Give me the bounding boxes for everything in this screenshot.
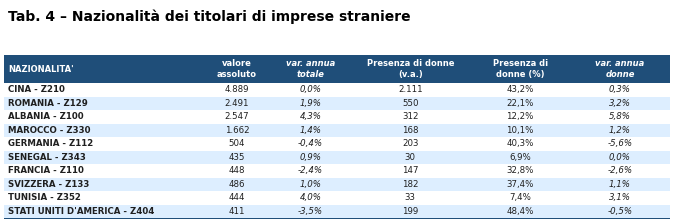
Text: -2,4%: -2,4% (298, 166, 323, 175)
Text: 2.547: 2.547 (225, 112, 249, 121)
Text: 3,2%: 3,2% (609, 99, 631, 108)
Text: 12,2%: 12,2% (506, 112, 534, 121)
Text: 30: 30 (405, 153, 416, 162)
Text: Presenza di
donne (%): Presenza di donne (%) (493, 59, 548, 79)
Text: Presenza di donne
(v.a.): Presenza di donne (v.a.) (367, 59, 454, 79)
Text: 1,0%: 1,0% (299, 180, 321, 189)
Text: 43,2%: 43,2% (506, 85, 534, 94)
Text: SENEGAL - Z343: SENEGAL - Z343 (8, 153, 86, 162)
Text: -5,6%: -5,6% (607, 139, 633, 148)
Text: -0,4%: -0,4% (298, 139, 323, 148)
Text: MAROCCO - Z330: MAROCCO - Z330 (8, 126, 90, 135)
Text: GERMANIA - Z112: GERMANIA - Z112 (8, 139, 93, 148)
Text: 3,1%: 3,1% (609, 193, 631, 202)
Text: 550: 550 (402, 99, 419, 108)
Text: 312: 312 (402, 112, 419, 121)
Text: 40,3%: 40,3% (506, 139, 534, 148)
Text: 33: 33 (405, 193, 416, 202)
Text: ROMANIA - Z129: ROMANIA - Z129 (8, 99, 88, 108)
Text: 1,2%: 1,2% (609, 126, 631, 135)
Text: 4,3%: 4,3% (299, 112, 321, 121)
Text: 37,4%: 37,4% (506, 180, 534, 189)
Text: 22,1%: 22,1% (506, 99, 534, 108)
Text: 1,9%: 1,9% (299, 99, 321, 108)
Text: 0,3%: 0,3% (609, 85, 631, 94)
Text: 10,1%: 10,1% (506, 126, 534, 135)
Text: 7,4%: 7,4% (510, 193, 531, 202)
Text: -2,6%: -2,6% (607, 166, 633, 175)
Text: 182: 182 (402, 180, 419, 189)
Text: 4.889: 4.889 (225, 85, 249, 94)
Text: 1,4%: 1,4% (299, 126, 321, 135)
Text: SVIZZERA - Z133: SVIZZERA - Z133 (8, 180, 90, 189)
Text: var. annua
totale: var. annua totale (286, 59, 335, 79)
Text: -3,5%: -3,5% (298, 207, 323, 216)
Text: FRANCIA - Z110: FRANCIA - Z110 (8, 166, 84, 175)
Text: var. annua
donne: var. annua donne (595, 59, 644, 79)
Text: 199: 199 (402, 207, 419, 216)
Text: 1,1%: 1,1% (609, 180, 631, 189)
Text: 5,8%: 5,8% (609, 112, 631, 121)
Text: Tab. 4 – Nazionalità dei titolari di imprese straniere: Tab. 4 – Nazionalità dei titolari di imp… (8, 10, 410, 25)
Text: 168: 168 (402, 126, 419, 135)
Text: CINA - Z210: CINA - Z210 (8, 85, 65, 94)
Text: 6,9%: 6,9% (510, 153, 531, 162)
Text: 1.662: 1.662 (225, 126, 249, 135)
Text: 2.111: 2.111 (398, 85, 423, 94)
Text: 504: 504 (229, 139, 245, 148)
Text: NAZIONALITA': NAZIONALITA' (8, 65, 73, 74)
Text: 0,0%: 0,0% (299, 85, 321, 94)
Text: 203: 203 (402, 139, 419, 148)
Text: 448: 448 (229, 166, 245, 175)
Text: 435: 435 (229, 153, 245, 162)
Text: -0,5%: -0,5% (607, 207, 633, 216)
Text: 147: 147 (402, 166, 419, 175)
Text: 0,0%: 0,0% (609, 153, 631, 162)
Text: 4,0%: 4,0% (299, 193, 321, 202)
Text: 411: 411 (229, 207, 245, 216)
Text: 0,9%: 0,9% (299, 153, 321, 162)
Text: 486: 486 (229, 180, 245, 189)
Text: STATI UNITI D'AMERICA - Z404: STATI UNITI D'AMERICA - Z404 (8, 207, 154, 216)
Text: valore
assoluto: valore assoluto (217, 59, 257, 79)
Text: TUNISIA - Z352: TUNISIA - Z352 (8, 193, 81, 202)
Text: 32,8%: 32,8% (506, 166, 534, 175)
Text: 48,4%: 48,4% (506, 207, 534, 216)
Text: ALBANIA - Z100: ALBANIA - Z100 (8, 112, 84, 121)
Text: 2.491: 2.491 (225, 99, 249, 108)
Text: 444: 444 (229, 193, 245, 202)
